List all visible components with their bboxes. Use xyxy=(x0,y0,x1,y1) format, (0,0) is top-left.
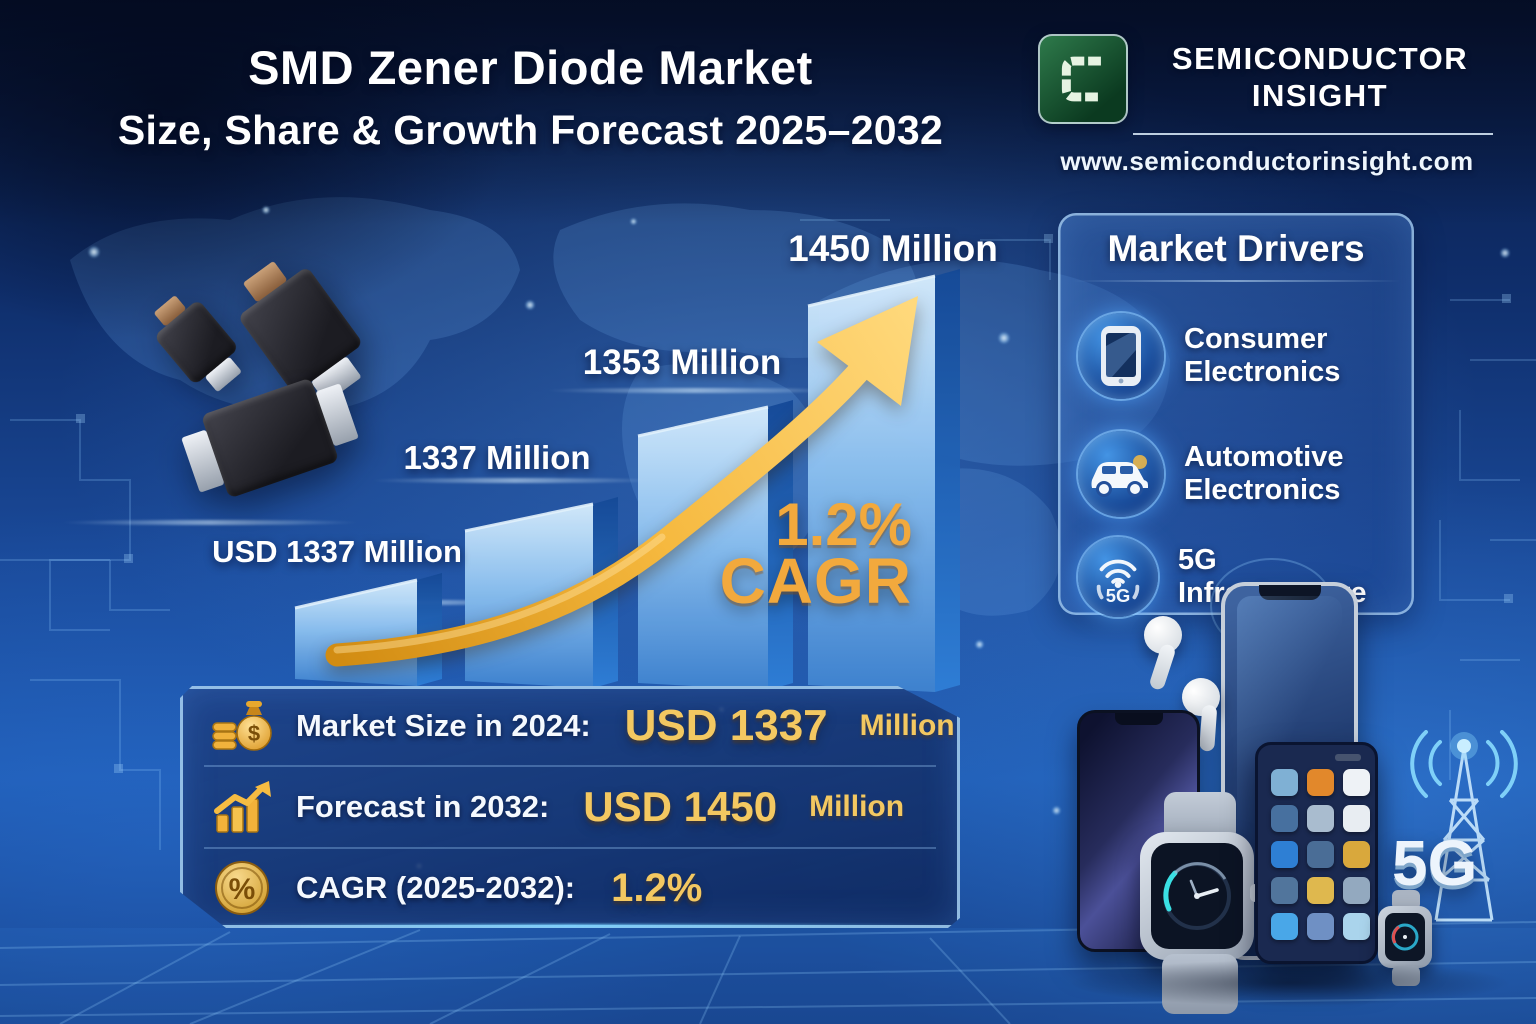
app-icon xyxy=(1307,841,1334,868)
app-icon xyxy=(1343,877,1370,904)
percent-coin-icon: % xyxy=(210,858,274,918)
market-drivers-panel: Market Drivers Consumer Electronics xyxy=(1058,213,1414,617)
stats-panel: $ Market Size in 2024: USD 1337 Million … xyxy=(180,686,960,928)
app-icon xyxy=(1343,805,1370,832)
svg-text:$: $ xyxy=(248,721,260,746)
app-icon xyxy=(1307,769,1334,796)
5g-3d-text: 5G xyxy=(1392,827,1478,899)
app-icon xyxy=(1271,769,1298,796)
app-icon xyxy=(1343,841,1370,868)
app-icon xyxy=(1271,841,1298,868)
divider xyxy=(1072,280,1400,282)
app-icon xyxy=(1307,877,1334,904)
stat-value: USD 1450 xyxy=(583,782,778,830)
bar-label-2: 1337 Million xyxy=(403,439,591,476)
brand-name-line1: SEMICONDUCTOR xyxy=(1171,41,1469,76)
stat-label: Market Size in 2024: xyxy=(296,707,591,743)
trend-arrow xyxy=(325,296,918,667)
app-icon-grid xyxy=(1271,769,1370,940)
5g-tower-icon xyxy=(1410,730,1518,922)
stat-row-forecast: Forecast in 2032: USD 1450 Million xyxy=(204,765,936,846)
app-phone-image xyxy=(1255,742,1378,964)
growth-chart-icon xyxy=(210,777,274,837)
devices-collage: 5G xyxy=(1040,558,1536,1024)
brand-divider xyxy=(1133,133,1493,135)
app-icon xyxy=(1271,877,1298,904)
car-icon xyxy=(1078,431,1164,517)
brand-name-line2: INSIGHT xyxy=(1251,78,1389,114)
driver-item-consumer-electronics: Consumer Electronics xyxy=(1078,301,1402,411)
brand-block: SEMICONDUCTOR INSIGHT www.semiconductori… xyxy=(1038,34,1496,177)
stat-value: USD 1337 xyxy=(624,700,828,750)
stat-label: CAGR (2025-2032): xyxy=(296,870,576,906)
app-icon xyxy=(1271,805,1298,832)
driver-label: Consumer Electronics xyxy=(1184,323,1341,388)
brand-logo-icon xyxy=(1038,34,1128,124)
driver-label: Automotive Electronics xyxy=(1184,441,1344,506)
money-bag-icon: $ xyxy=(210,696,274,756)
app-icon xyxy=(1307,913,1334,940)
earbud-icon xyxy=(1144,616,1182,654)
stat-suffix: Million xyxy=(809,789,905,823)
header: SMD Zener Diode Market Size, Share & Gro… xyxy=(38,40,1023,154)
stat-row-cagr: % CAGR (2025-2032): 1.2% xyxy=(204,847,936,928)
driver-item-automotive-electronics: Automotive Electronics xyxy=(1078,419,1402,529)
svg-text:%: % xyxy=(229,873,256,906)
cagr-value: 1.2% xyxy=(775,491,912,558)
5g-icon-text: 5G xyxy=(1106,585,1131,606)
app-icon xyxy=(1271,913,1298,940)
bar-label-1: USD 1337 Million xyxy=(212,534,462,569)
website-link[interactable]: www.semiconductorinsight.com xyxy=(1060,146,1474,176)
smartphone-icon xyxy=(1078,313,1164,399)
brand-name: SEMICONDUCTOR INSIGHT xyxy=(1144,34,1496,114)
app-icon xyxy=(1343,769,1370,796)
stat-row-market-size: $ Market Size in 2024: USD 1337 Million xyxy=(204,686,936,765)
page-title: SMD Zener Diode Market xyxy=(248,41,813,94)
bar-label-4: 1450 Million xyxy=(788,228,998,269)
market-drivers-title: Market Drivers xyxy=(1107,228,1365,269)
cagr-annotation: 1.2% CAGR xyxy=(690,491,912,618)
stat-value: 1.2% xyxy=(611,865,703,910)
stat-label: Forecast in 2032: xyxy=(296,788,550,824)
stat-suffix: Million xyxy=(859,708,955,742)
devices-shadow xyxy=(1070,960,1510,1006)
page-subtitle: Size, Share & Growth Forecast 2025–2032 xyxy=(117,107,944,153)
cagr-label: CAGR xyxy=(719,545,912,618)
5g-signal-icon: 5G xyxy=(1078,537,1158,617)
app-icon xyxy=(1343,913,1370,940)
bar-label-3: 1353 Million xyxy=(582,343,782,382)
app-icon xyxy=(1307,805,1334,832)
